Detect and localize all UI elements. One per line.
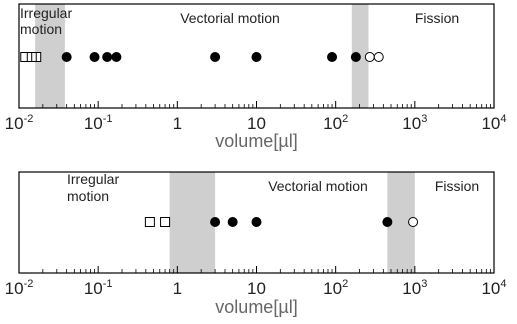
x-tick-label: 104 bbox=[481, 278, 506, 298]
region-label: Vectorial motion bbox=[268, 178, 368, 194]
region-label: Fission bbox=[415, 10, 459, 26]
x-tick-label: 10-1 bbox=[84, 278, 113, 298]
data-point-open-square bbox=[144, 217, 155, 227]
data-point-filled-circle bbox=[210, 52, 221, 62]
data-point-filled-circle bbox=[111, 52, 122, 62]
x-tick-label: 10-2 bbox=[5, 278, 34, 298]
x-tick-label: 102 bbox=[323, 278, 348, 298]
region-label: Fission bbox=[435, 178, 479, 194]
data-point-open-circle bbox=[408, 217, 419, 227]
data-point-filled-circle bbox=[61, 52, 72, 62]
chart-panel-1: 10-2 10-1 1 10 102 103 104 volume[µl] Irregularm… bbox=[5, 3, 507, 151]
x-tick-label: 103 bbox=[402, 113, 427, 133]
data-point-filled-circle bbox=[89, 52, 100, 62]
region-label-line2: motion bbox=[67, 188, 109, 204]
data-point-filled-circle bbox=[382, 217, 393, 227]
x-tick-label: 104 bbox=[481, 113, 506, 133]
data-point-open-square bbox=[160, 217, 171, 227]
x-tick-label: 102 bbox=[323, 113, 348, 133]
data-point-open-circle bbox=[364, 52, 375, 62]
data-point-striped-square bbox=[31, 52, 42, 62]
x-tick-label: 10-2 bbox=[5, 113, 34, 133]
x-tick-label: 10-1 bbox=[84, 113, 113, 133]
shaded-region-1 bbox=[169, 172, 216, 273]
data-point-filled-circle bbox=[251, 52, 262, 62]
x-tick-label: 103 bbox=[402, 278, 427, 298]
data-point-filled-circle bbox=[227, 217, 238, 227]
data-point-filled-circle bbox=[210, 217, 221, 227]
region-label-line2: motion bbox=[20, 21, 62, 37]
data-point-filled-circle bbox=[350, 52, 361, 62]
data-point-filled-circle bbox=[102, 52, 113, 62]
data-point-filled-circle bbox=[251, 217, 262, 227]
x-tick-label: 10 bbox=[247, 114, 266, 133]
x-tick-label: 1 bbox=[173, 114, 182, 133]
x-tick-label: 10 bbox=[247, 279, 266, 298]
data-point-filled-circle bbox=[327, 52, 338, 62]
x-axis-label: volume[µl] bbox=[215, 297, 297, 317]
region-label: Irregular bbox=[20, 5, 72, 21]
data-point-open-circle bbox=[373, 52, 384, 62]
x-axis-label: volume[µl] bbox=[215, 131, 297, 151]
chart-panel-2: 10-2 10-1 1 10 102 103 104 volume[µl] Irregularm… bbox=[5, 171, 507, 317]
region-label: Irregular bbox=[67, 171, 119, 187]
x-tick-label: 1 bbox=[173, 279, 182, 298]
region-label: Vectorial motion bbox=[180, 10, 280, 26]
